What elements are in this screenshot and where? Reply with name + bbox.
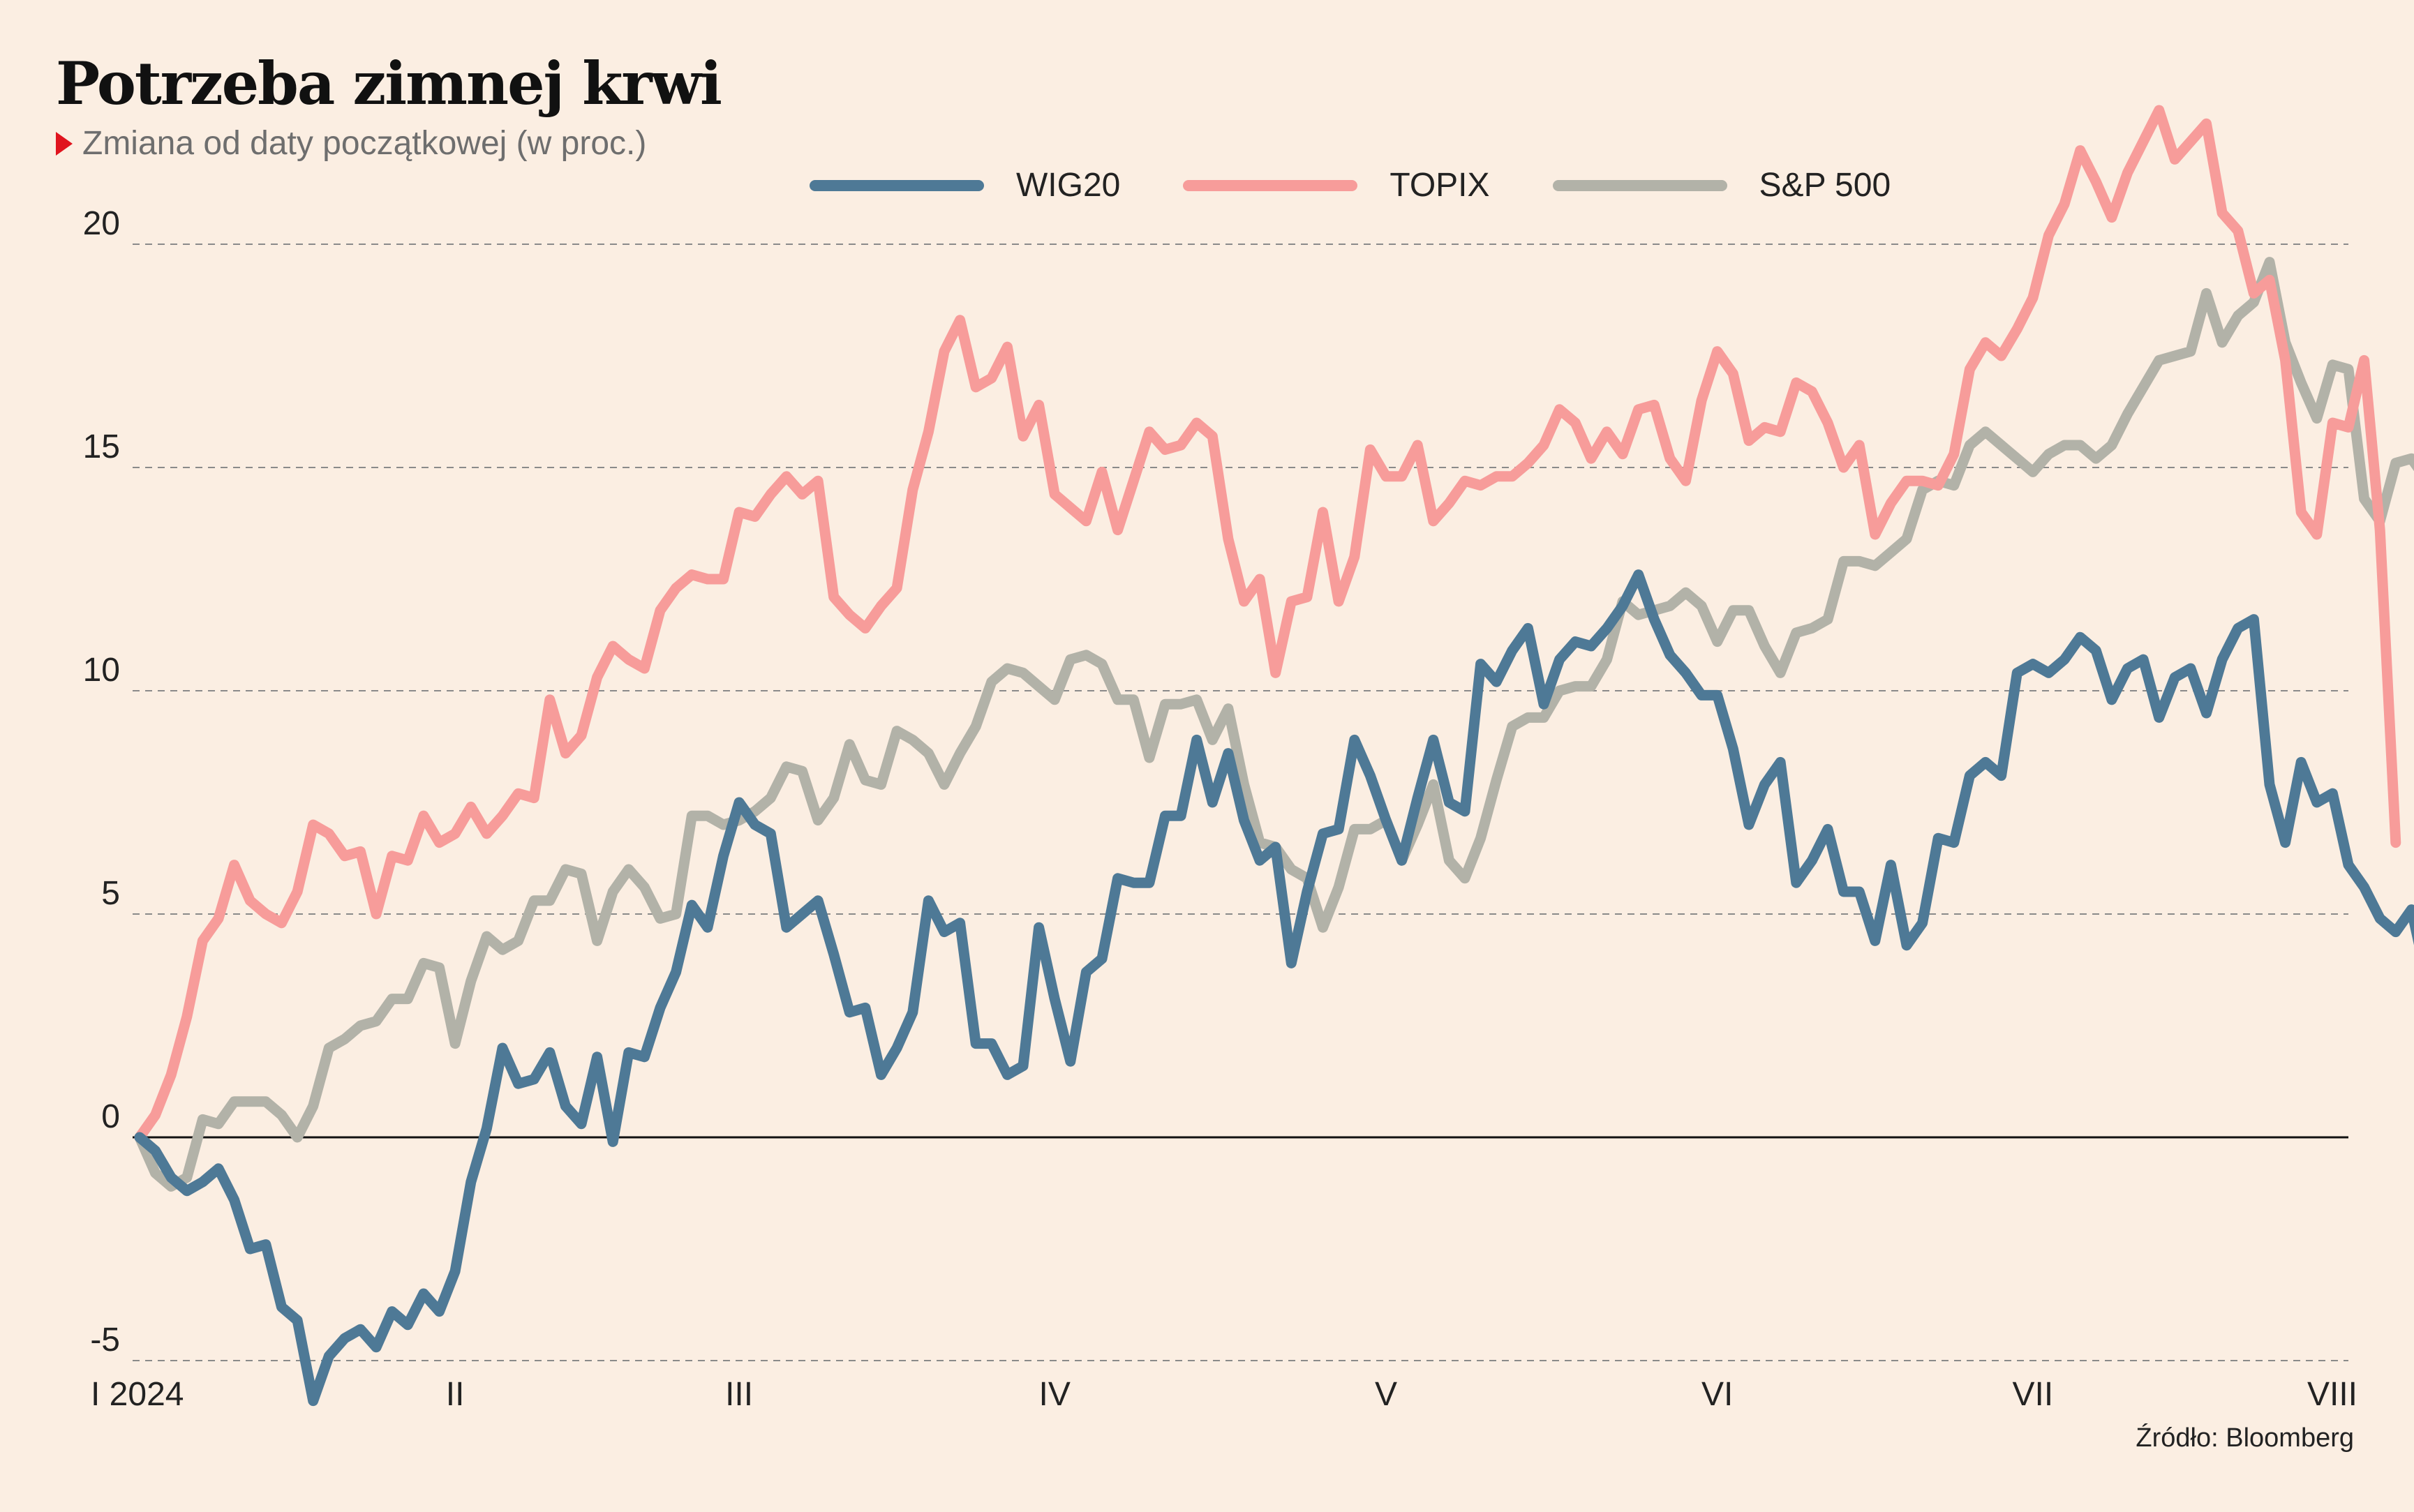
series-lines <box>134 105 2414 1407</box>
legend-item-sp500: S&P 500 <box>1552 166 1891 204</box>
series-line-wig20 <box>134 569 2414 1407</box>
legend-swatch-topix <box>1183 179 1358 191</box>
x-tick-label: VIII <box>2307 1376 2357 1413</box>
x-tick-label: II <box>446 1376 465 1413</box>
legend: WIG20 TOPIX S&P 500 <box>810 166 1953 204</box>
legend-swatch-sp500 <box>1552 179 1727 191</box>
x-tick-label: VII <box>2013 1376 2054 1413</box>
legend-item-wig20: WIG20 <box>810 166 1120 204</box>
chart-subtitle: Zmiana od daty początkowej (w proc.) <box>56 124 646 163</box>
x-tick-label: III <box>725 1376 753 1413</box>
x-axis-labels: I 2024 II III IV V VI VII VIII <box>91 1376 2357 1413</box>
y-tick-label: 5 <box>101 875 120 912</box>
subtitle-text: Zmiana od daty początkowej (w proc.) <box>82 125 647 162</box>
x-tick-label: IV <box>1039 1376 1071 1413</box>
red-triangle-icon <box>56 131 73 156</box>
legend-item-topix: TOPIX <box>1183 166 1490 204</box>
y-tick-label: -5 <box>90 1322 120 1358</box>
legend-label-sp500: S&P 500 <box>1759 167 1891 204</box>
x-tick-label: I 2024 <box>91 1376 184 1413</box>
x-tick-label: VI <box>1701 1376 1733 1413</box>
gridlines <box>133 244 2348 1361</box>
legend-label-wig20: WIG20 <box>1016 167 1121 204</box>
chart-title: Potrzeba zimnej krwi <box>56 49 722 118</box>
y-tick-label: 0 <box>101 1098 120 1135</box>
series-line-topix <box>134 105 2401 1143</box>
legend-swatch-wig20 <box>810 179 984 191</box>
series-line-sp500 <box>134 257 2414 1192</box>
legend-label-topix: TOPIX <box>1389 167 1490 204</box>
y-tick-label: 10 <box>83 652 120 689</box>
y-tick-label: 15 <box>83 428 120 465</box>
source-note: Źródło: Bloomberg <box>2136 1423 2354 1453</box>
y-axis-labels: 20 15 10 5 0 -5 <box>83 205 120 1358</box>
x-tick-label: V <box>1375 1376 1397 1413</box>
y-tick-label: 20 <box>83 205 120 242</box>
